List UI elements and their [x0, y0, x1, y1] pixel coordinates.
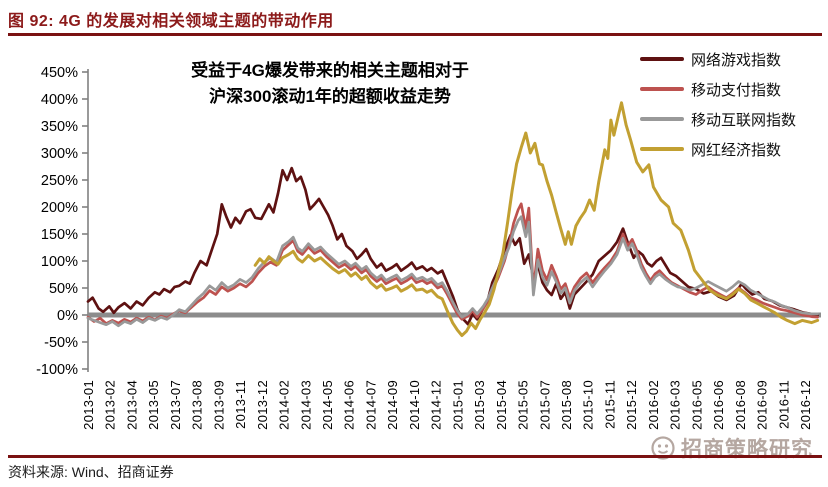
x-tick-label: 2013-01 — [81, 380, 96, 430]
x-tick-label: 2014-09 — [385, 380, 400, 430]
x-tick-label: 2016-12 — [798, 380, 813, 430]
x-tick-label: 2016-03 — [668, 380, 683, 430]
chart-annotation: 受益于4G爆发带来的相关主题相对于 沪深300滚动1年的超额收益走势 — [118, 58, 542, 109]
x-tick-label: 2016-11 — [776, 380, 791, 429]
source-note: 资料来源: Wind、招商证券 — [8, 464, 174, 480]
x-tick-label: 2015-11 — [602, 380, 617, 429]
x-tick-label: 2014-06 — [342, 380, 357, 430]
x-tick-label: 2014-07 — [363, 380, 378, 430]
title-divider — [8, 33, 822, 36]
x-tick-label: 2014-05 — [320, 380, 335, 430]
x-tick-label: 2015-08 — [559, 380, 574, 430]
x-tick-label: 2013-07 — [168, 380, 183, 430]
legend-swatch-icon — [640, 57, 684, 61]
legend-item-3: 网红经济指数 — [640, 134, 796, 164]
legend-label: 移动互联网指数 — [691, 111, 797, 129]
x-tick-label: 2014-12 — [429, 380, 444, 430]
series-line-3 — [253, 101, 820, 337]
x-tick-label: 2013-12 — [255, 380, 270, 430]
x-tick-label: 2015-10 — [581, 380, 596, 430]
x-tick-label: 2013-08 — [190, 380, 205, 430]
legend-item-1: 移动支付指数 — [640, 74, 796, 104]
x-tick-label: 2016-09 — [755, 380, 770, 430]
x-tick-label: 2013-02 — [103, 380, 118, 430]
chart-annotation-line2: 沪深300滚动1年的超额收益走势 — [209, 86, 451, 106]
x-tick-label: 2016-05 — [689, 380, 704, 430]
y-tick-label: -100% — [36, 362, 78, 378]
figure-title: 图 92: 4G 的发展对相关领域主题的带动作用 — [8, 13, 334, 30]
x-tick-label: 2013-09 — [211, 380, 226, 430]
legend-label: 移动支付指数 — [691, 81, 782, 99]
series-line-2 — [86, 215, 819, 328]
legend-item-2: 移动互联网指数 — [640, 104, 796, 134]
chart-annotation-line1: 受益于4G爆发带来的相关主题相对于 — [191, 61, 469, 80]
x-tick-label: 2015-12 — [624, 380, 639, 430]
series-line-0 — [86, 166, 819, 326]
series-line-1 — [86, 202, 819, 325]
footer-divider — [8, 455, 822, 458]
x-tick-label: 2014-03 — [298, 380, 313, 430]
y-tick-label: 400% — [41, 92, 78, 108]
y-tick-label: 300% — [41, 146, 78, 162]
y-tick-label: 200% — [41, 200, 78, 216]
y-tick-label: 150% — [41, 227, 78, 243]
y-tick-label: 250% — [41, 173, 78, 189]
x-tick-label: 2013-11 — [233, 380, 248, 429]
y-tick-label: 350% — [41, 119, 78, 135]
x-tick-label: 2015-05 — [516, 380, 531, 430]
x-tick-label: 2013-05 — [146, 380, 161, 430]
x-tick-label: 2014-10 — [407, 380, 422, 430]
y-tick-label: -50% — [44, 335, 78, 351]
x-tick-label: 2013-04 — [124, 380, 139, 430]
x-tick-label: 2015-04 — [494, 380, 509, 430]
x-tick-label: 2015-07 — [537, 380, 552, 430]
legend-label: 网络游戏指数 — [691, 51, 782, 69]
x-tick-label: 2014-02 — [277, 380, 292, 430]
x-tick-label: 2016-08 — [733, 380, 748, 430]
y-tick-label: 450% — [41, 65, 78, 81]
x-tick-label: 2015-03 — [472, 380, 487, 430]
y-tick-label: 0% — [57, 308, 78, 324]
legend-item-0: 网络游戏指数 — [640, 44, 796, 74]
legend-swatch-icon — [640, 117, 684, 121]
legend-swatch-icon — [640, 87, 684, 91]
y-tick-label: 50% — [49, 281, 78, 297]
y-tick-label: 100% — [41, 254, 78, 270]
x-tick-label: 2016-06 — [711, 380, 726, 430]
legend-swatch-icon — [640, 147, 684, 151]
x-tick-label: 2015-01 — [450, 380, 465, 430]
x-tick-label: 2016-02 — [646, 380, 661, 430]
legend-label: 网红经济指数 — [691, 141, 782, 159]
legend: 网络游戏指数 移动支付指数 移动互联网指数 网红经济指数 — [640, 44, 796, 164]
